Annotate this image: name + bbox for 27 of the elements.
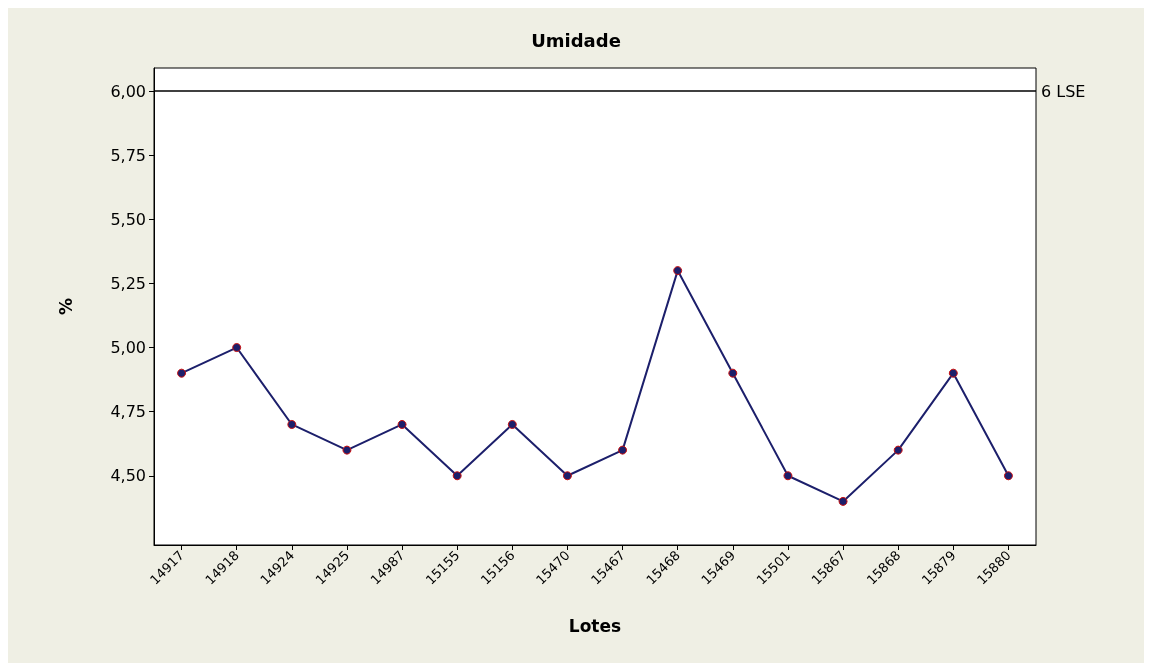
point — [838, 496, 848, 506]
y-tick-label: 5,75 — [110, 145, 146, 165]
y-tick-label: 5,25 — [110, 273, 146, 293]
point — [783, 471, 793, 481]
point — [507, 419, 517, 429]
y-axis-title: % — [55, 297, 76, 316]
point — [618, 445, 628, 455]
point — [177, 368, 187, 378]
point — [1003, 471, 1013, 481]
ref-line-label: 6 LSE — [1041, 81, 1086, 101]
point — [728, 368, 738, 378]
point — [342, 445, 352, 455]
y-tick-label: 4,75 — [110, 402, 146, 422]
point — [948, 368, 958, 378]
chart-title: Umidade — [531, 29, 621, 51]
point — [673, 266, 683, 276]
y-tick-label: 6,00 — [110, 81, 146, 101]
point — [893, 445, 903, 455]
point — [452, 471, 462, 481]
y-tick-label: 4,50 — [110, 466, 146, 486]
point — [287, 419, 297, 429]
point — [397, 419, 407, 429]
point — [562, 471, 572, 481]
x-axis-title: Lotes — [568, 615, 622, 636]
y-tick-label: 5,50 — [110, 209, 146, 229]
point — [232, 343, 242, 353]
y-tick-label: 5,00 — [110, 338, 146, 358]
